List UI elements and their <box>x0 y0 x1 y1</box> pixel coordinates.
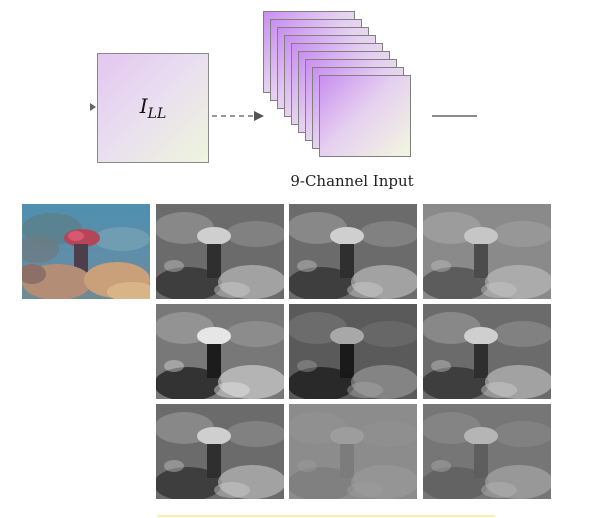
channel-image <box>156 204 284 299</box>
channel-image <box>156 304 284 399</box>
output-line <box>432 115 477 117</box>
channel-image <box>423 304 551 399</box>
channel-image <box>423 404 551 499</box>
rgb-underwater-image <box>22 204 150 299</box>
ill-block: ILL <box>97 53 209 163</box>
channel-image <box>289 304 417 399</box>
channel-image <box>423 204 551 299</box>
channel-card <box>319 75 411 157</box>
channel-image <box>156 404 284 499</box>
dashed-arrow-icon <box>212 111 264 121</box>
bottom-rule <box>157 515 495 517</box>
input-arrow-icon <box>90 103 96 111</box>
channel-image <box>289 204 417 299</box>
ill-label: ILL <box>139 94 167 122</box>
channel-image <box>289 404 417 499</box>
stack-caption: 9-Channel Input <box>290 172 414 190</box>
